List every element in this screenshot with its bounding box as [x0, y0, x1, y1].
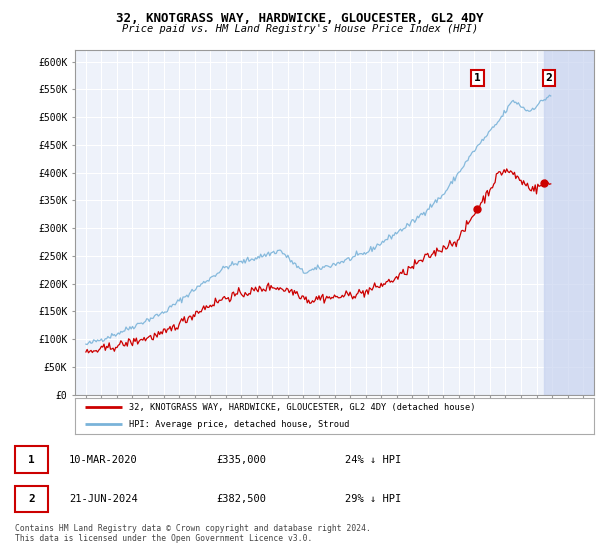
FancyBboxPatch shape — [15, 446, 48, 473]
Text: £335,000: £335,000 — [216, 455, 266, 465]
Text: 21-JUN-2024: 21-JUN-2024 — [69, 494, 138, 504]
Text: 2: 2 — [28, 494, 35, 504]
Text: 24% ↓ HPI: 24% ↓ HPI — [345, 455, 401, 465]
Bar — [544, 50, 600, 395]
Text: HPI: Average price, detached house, Stroud: HPI: Average price, detached house, Stro… — [130, 419, 350, 428]
Text: 1: 1 — [474, 73, 481, 83]
Text: Price paid vs. HM Land Registry's House Price Index (HPI): Price paid vs. HM Land Registry's House … — [122, 24, 478, 34]
Text: Contains HM Land Registry data © Crown copyright and database right 2024.
This d: Contains HM Land Registry data © Crown c… — [15, 524, 371, 543]
Text: £382,500: £382,500 — [216, 494, 266, 504]
FancyBboxPatch shape — [15, 486, 48, 512]
Text: 32, KNOTGRASS WAY, HARDWICKE, GLOUCESTER, GL2 4DY (detached house): 32, KNOTGRASS WAY, HARDWICKE, GLOUCESTER… — [130, 403, 476, 412]
Text: 2: 2 — [545, 73, 553, 83]
Text: 10-MAR-2020: 10-MAR-2020 — [69, 455, 138, 465]
Text: 32, KNOTGRASS WAY, HARDWICKE, GLOUCESTER, GL2 4DY: 32, KNOTGRASS WAY, HARDWICKE, GLOUCESTER… — [116, 12, 484, 25]
Text: 1: 1 — [28, 455, 35, 465]
Text: 29% ↓ HPI: 29% ↓ HPI — [345, 494, 401, 504]
